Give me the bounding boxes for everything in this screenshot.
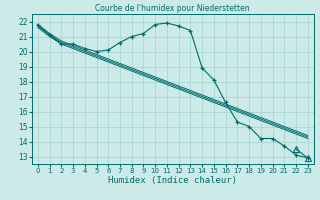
X-axis label: Humidex (Indice chaleur): Humidex (Indice chaleur)	[108, 176, 237, 185]
Title: Courbe de l'humidex pour Niederstetten: Courbe de l'humidex pour Niederstetten	[95, 4, 250, 13]
